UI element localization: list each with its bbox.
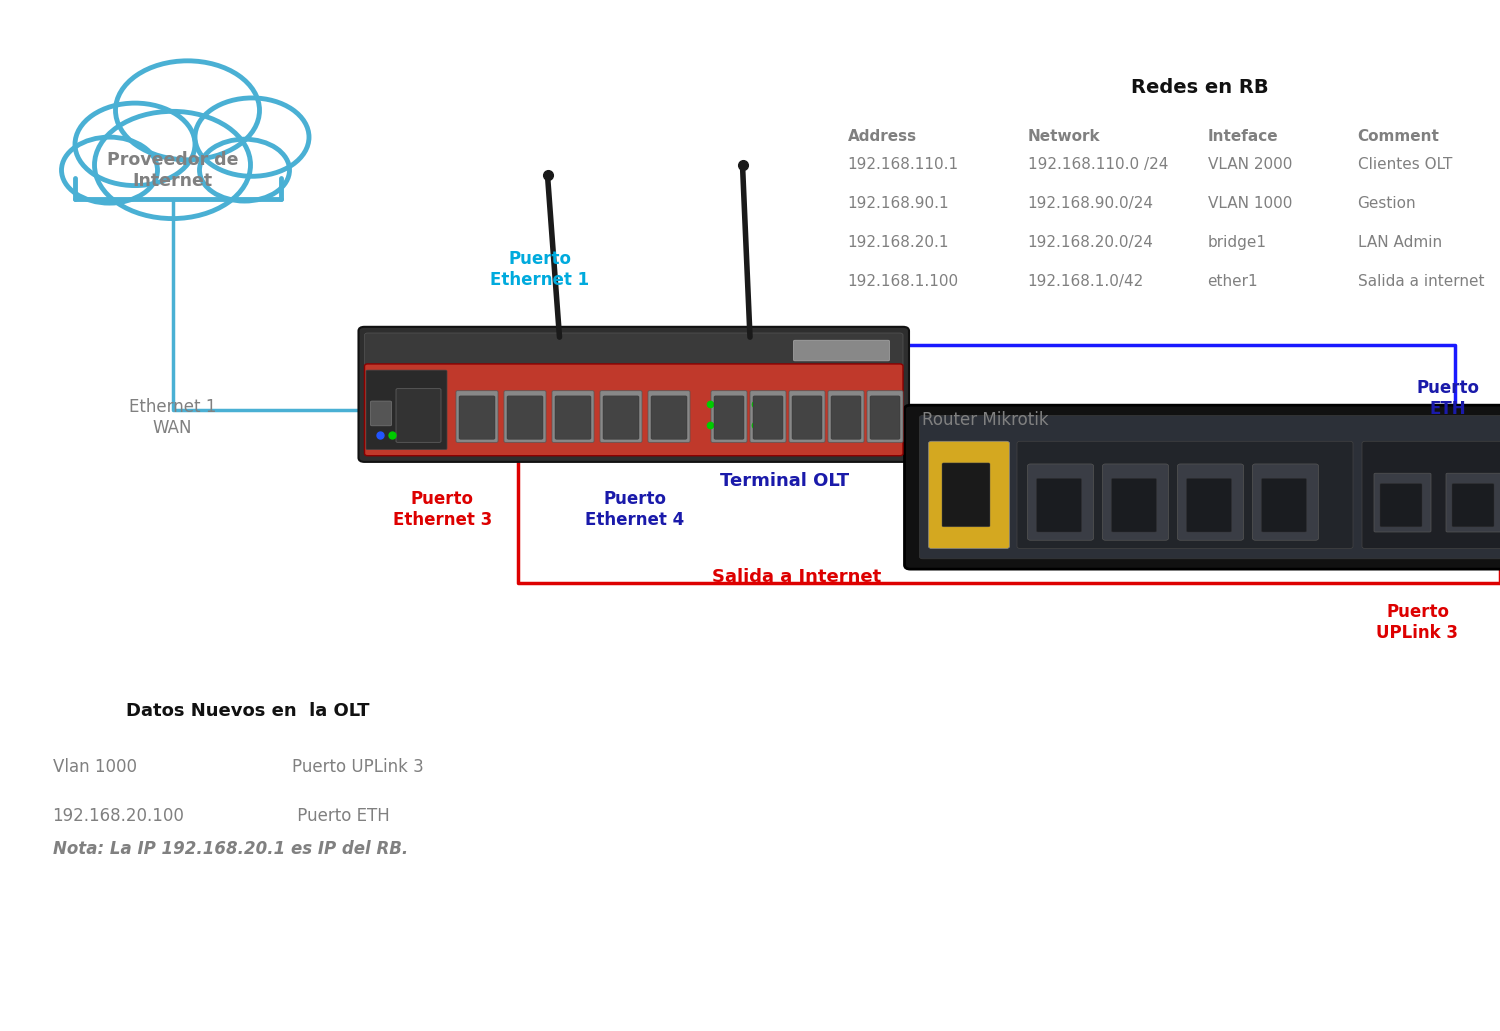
Text: Comment: Comment (1358, 129, 1440, 144)
FancyBboxPatch shape (648, 391, 690, 442)
FancyBboxPatch shape (1362, 441, 1500, 548)
FancyBboxPatch shape (555, 396, 591, 439)
Text: Salida a internet: Salida a internet (1358, 274, 1484, 290)
FancyBboxPatch shape (928, 441, 1010, 548)
FancyBboxPatch shape (1186, 478, 1231, 532)
FancyBboxPatch shape (1112, 478, 1156, 532)
FancyBboxPatch shape (600, 391, 642, 442)
FancyBboxPatch shape (714, 396, 744, 439)
FancyBboxPatch shape (396, 389, 441, 442)
Text: Puerto
UPLink 3: Puerto UPLink 3 (1377, 603, 1458, 642)
FancyBboxPatch shape (366, 370, 447, 450)
FancyBboxPatch shape (870, 396, 900, 439)
Text: Redes en RB: Redes en RB (1131, 78, 1269, 97)
FancyBboxPatch shape (920, 415, 1500, 559)
FancyBboxPatch shape (459, 396, 495, 439)
FancyBboxPatch shape (1262, 478, 1306, 532)
FancyBboxPatch shape (364, 364, 903, 456)
FancyBboxPatch shape (507, 396, 543, 439)
FancyBboxPatch shape (753, 396, 783, 439)
FancyBboxPatch shape (456, 391, 498, 442)
FancyBboxPatch shape (358, 327, 909, 462)
FancyBboxPatch shape (504, 391, 546, 442)
Text: 192.168.1.0/42: 192.168.1.0/42 (1028, 274, 1143, 290)
Text: ether1: ether1 (1208, 274, 1258, 290)
FancyBboxPatch shape (370, 401, 392, 426)
FancyBboxPatch shape (1374, 473, 1431, 532)
Circle shape (62, 137, 158, 203)
FancyBboxPatch shape (1380, 484, 1422, 527)
Circle shape (75, 103, 195, 186)
FancyBboxPatch shape (60, 106, 292, 199)
FancyBboxPatch shape (1102, 464, 1168, 540)
Text: 192.168.20.1: 192.168.20.1 (847, 235, 950, 251)
Text: Proveedor de
Internet: Proveedor de Internet (106, 151, 238, 190)
Text: 192.168.20.100: 192.168.20.100 (53, 807, 184, 825)
Text: Puerto
ETH: Puerto ETH (1416, 378, 1479, 418)
FancyBboxPatch shape (1252, 464, 1318, 540)
Text: 192.168.110.0 /24: 192.168.110.0 /24 (1028, 157, 1168, 172)
Circle shape (200, 139, 290, 201)
Text: Nota: La IP 192.168.20.1 es IP del RB.: Nota: La IP 192.168.20.1 es IP del RB. (53, 840, 408, 858)
FancyBboxPatch shape (711, 391, 747, 442)
Text: Puerto
Ethernet 3: Puerto Ethernet 3 (393, 490, 492, 529)
FancyBboxPatch shape (794, 340, 889, 361)
Text: Network: Network (1028, 129, 1100, 144)
Text: Inteface: Inteface (1208, 129, 1278, 144)
FancyBboxPatch shape (1446, 473, 1500, 532)
Text: VLAN 1000: VLAN 1000 (1208, 196, 1292, 211)
Text: VLAN 2000: VLAN 2000 (1208, 157, 1292, 172)
FancyBboxPatch shape (1036, 478, 1082, 532)
FancyBboxPatch shape (651, 396, 687, 439)
FancyBboxPatch shape (1017, 441, 1353, 548)
Text: Puerto UPLink 3: Puerto UPLink 3 (292, 758, 424, 775)
Text: Salida a Internet: Salida a Internet (712, 568, 882, 587)
Text: LAN Admin: LAN Admin (1358, 235, 1442, 251)
FancyBboxPatch shape (1028, 464, 1094, 540)
FancyBboxPatch shape (867, 391, 903, 442)
FancyBboxPatch shape (831, 396, 861, 439)
FancyBboxPatch shape (1452, 484, 1494, 527)
Text: 192.168.90.1: 192.168.90.1 (847, 196, 950, 211)
Text: Ethernet 1
WAN: Ethernet 1 WAN (129, 398, 216, 437)
FancyBboxPatch shape (603, 396, 639, 439)
Text: Puerto ETH: Puerto ETH (292, 807, 390, 825)
FancyBboxPatch shape (750, 391, 786, 442)
Text: Address: Address (847, 129, 916, 144)
FancyBboxPatch shape (552, 391, 594, 442)
Text: 192.168.20.0/24: 192.168.20.0/24 (1028, 235, 1154, 251)
Circle shape (195, 98, 309, 176)
FancyBboxPatch shape (789, 391, 825, 442)
Text: 192.168.90.0/24: 192.168.90.0/24 (1028, 196, 1154, 211)
Circle shape (94, 111, 250, 219)
Circle shape (116, 61, 260, 160)
Text: 192.168.1.100: 192.168.1.100 (847, 274, 958, 290)
Text: Vlan 1000: Vlan 1000 (53, 758, 136, 775)
Text: Terminal OLT: Terminal OLT (720, 472, 849, 491)
FancyBboxPatch shape (828, 391, 864, 442)
Text: 192.168.110.1: 192.168.110.1 (847, 157, 958, 172)
Text: Puerto
Ethernet 4: Puerto Ethernet 4 (585, 490, 684, 529)
FancyBboxPatch shape (904, 405, 1500, 569)
Text: Clientes OLT: Clientes OLT (1358, 157, 1452, 172)
Text: bridge1: bridge1 (1208, 235, 1266, 251)
Text: Puerto
Ethernet 1: Puerto Ethernet 1 (490, 250, 590, 289)
Text: Router Mikrotik: Router Mikrotik (922, 411, 1048, 429)
Text: Gestion: Gestion (1358, 196, 1416, 211)
FancyBboxPatch shape (364, 333, 903, 372)
Text: Datos Nuevos en  la OLT: Datos Nuevos en la OLT (126, 702, 369, 721)
FancyBboxPatch shape (1178, 464, 1244, 540)
FancyBboxPatch shape (942, 463, 990, 527)
FancyBboxPatch shape (792, 396, 822, 439)
